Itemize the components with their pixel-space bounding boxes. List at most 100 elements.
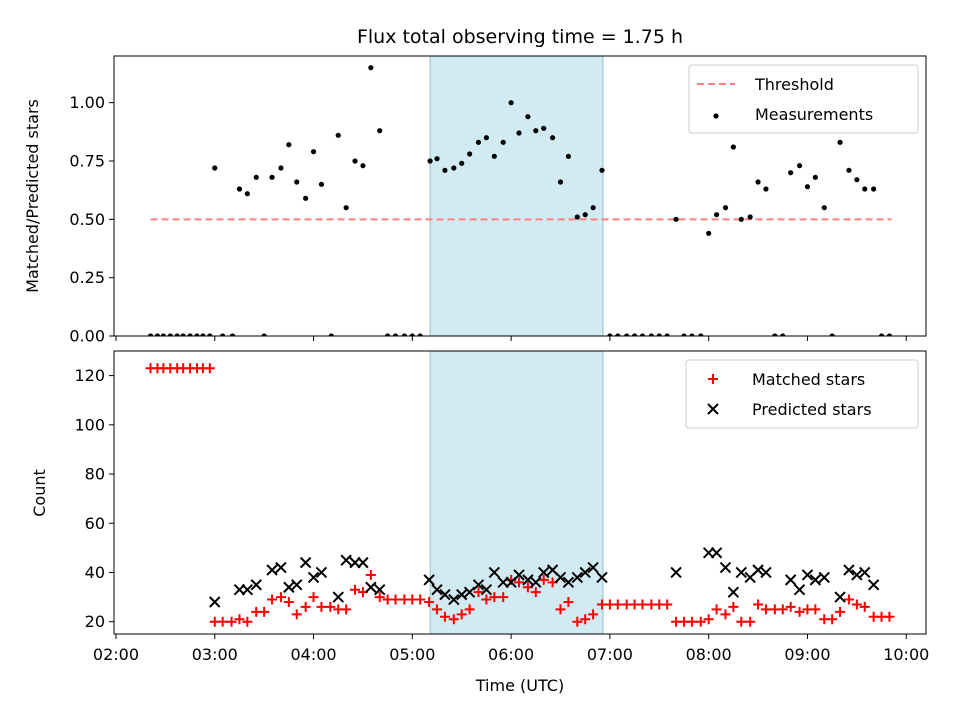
matched-stars-point [204, 363, 215, 374]
predicted-stars-point [587, 561, 599, 574]
matched-stars-point [481, 594, 492, 605]
predicted-stars-point [809, 574, 822, 586]
matched-stars-point [316, 601, 327, 612]
legend: Threshold Measurements [688, 64, 919, 134]
measurement-point [174, 333, 180, 336]
matched-stars-point [588, 609, 599, 620]
matched-stars-point [637, 599, 648, 610]
highlight-band [429, 350, 604, 635]
measurement-point [730, 144, 736, 150]
measurement-point [788, 170, 794, 176]
predicted-stars-point [488, 566, 501, 579]
matched-stars-point [464, 604, 475, 615]
x-axis-label: Time (UTC) [475, 676, 564, 695]
predicted-stars-point [859, 566, 871, 579]
axes-frame [113, 55, 927, 337]
y-tick-label: 0.50 [69, 210, 105, 229]
matched-stars-point [234, 614, 245, 625]
predicted-stars-point [710, 547, 723, 559]
measurement-point [747, 214, 753, 220]
predicted-stars-point [332, 591, 344, 603]
measurement-point [442, 167, 448, 173]
y-tick-label: 1.00 [69, 93, 105, 112]
matched-stars-point [572, 616, 583, 627]
x-tick-label: 09:00 [784, 645, 830, 664]
measurement-point [796, 163, 803, 169]
measurement-point [409, 333, 415, 336]
predicted-stars-point [291, 579, 303, 591]
predicted-stars-point [448, 593, 460, 606]
predicted-stars-point [472, 579, 485, 591]
predicted-stars-point [793, 583, 806, 596]
bottom-panel-count-plot: 20 40 60 80 100 120 02:00 03:00 04:00 05:00 06:00 0… [74, 350, 929, 664]
predicted-stars-point [760, 566, 772, 579]
matched-stars-point [777, 604, 788, 615]
legend-box [685, 359, 919, 429]
measurement-point [360, 163, 366, 169]
x-tick-label: 02:00 [93, 645, 139, 664]
measurement-point [207, 333, 213, 336]
measurement-point [154, 333, 161, 336]
measurement-point [236, 186, 243, 192]
matched-stars-point [555, 604, 566, 615]
measurement-point [590, 205, 596, 211]
measurement-point [648, 333, 654, 336]
top-panel-ratio-plot: 0.00 0.25 0.50 0.75 1.00 Threshold Measurement… [69, 55, 927, 346]
predicted-stars-point [365, 581, 377, 593]
matched-stars-point [473, 587, 484, 598]
matched-stars-point [415, 594, 426, 605]
y-tick-label: 100 [74, 415, 105, 434]
matched-stars-point [226, 616, 237, 627]
measurement-point [664, 333, 670, 336]
matched-stars-point [711, 604, 722, 615]
bottom-y-axis-label: Count [30, 469, 49, 517]
predicted-stars-point [596, 571, 608, 584]
axes-frame [113, 350, 927, 635]
predicted-stars-point [275, 561, 287, 574]
y-tick-label: 40 [85, 563, 105, 582]
matched-stars-point [365, 569, 376, 580]
legend-label: Threshold [754, 75, 834, 94]
measurement-point [763, 186, 769, 192]
matched-stars-point [374, 592, 385, 603]
measurement-point [631, 333, 638, 336]
measurement-point [427, 158, 433, 164]
plot-area [145, 363, 895, 627]
measurement-point [615, 333, 621, 336]
predicted-stars-point [867, 579, 880, 591]
predicted-stars-point [307, 571, 320, 584]
measurement-point [607, 333, 613, 336]
matched-stars-point [275, 592, 286, 603]
measurement-point [804, 184, 811, 190]
measurement-point [582, 212, 588, 218]
predicted-stars-point [843, 564, 855, 576]
matched-stars-point [703, 614, 714, 625]
x-tick-label: 03:00 [192, 645, 238, 664]
measurement-point [368, 65, 374, 71]
figure-title: Flux total observing time = 1.75 h [357, 26, 683, 48]
matched-stars-point [432, 604, 443, 615]
predicted-stars-point [727, 586, 740, 598]
matched-stars-point [242, 616, 253, 627]
predicted-stars-point [571, 571, 584, 584]
top-y-axis-label: Matched/Predicted stars [23, 99, 42, 293]
predicted-stars-point [735, 566, 747, 579]
predicted-stars-point [431, 583, 443, 596]
measurement-point [167, 333, 173, 336]
predicted-stars-point [340, 554, 352, 566]
predicted-stars-point [851, 569, 863, 581]
plot-area [147, 65, 893, 336]
measurement-point [574, 214, 580, 220]
measurement-point [639, 333, 646, 336]
measurement-point [160, 333, 166, 336]
matched-stars-point [695, 616, 706, 627]
predicted-stars-point [784, 574, 797, 586]
measurement-point [187, 333, 193, 336]
measurement-point [508, 100, 514, 106]
predicted-stars-point [374, 583, 386, 596]
measurement-point [286, 142, 292, 148]
measurement-point [328, 333, 334, 336]
measurement-point [451, 165, 457, 171]
measurement-point [624, 333, 630, 336]
measurement-point [459, 160, 465, 166]
